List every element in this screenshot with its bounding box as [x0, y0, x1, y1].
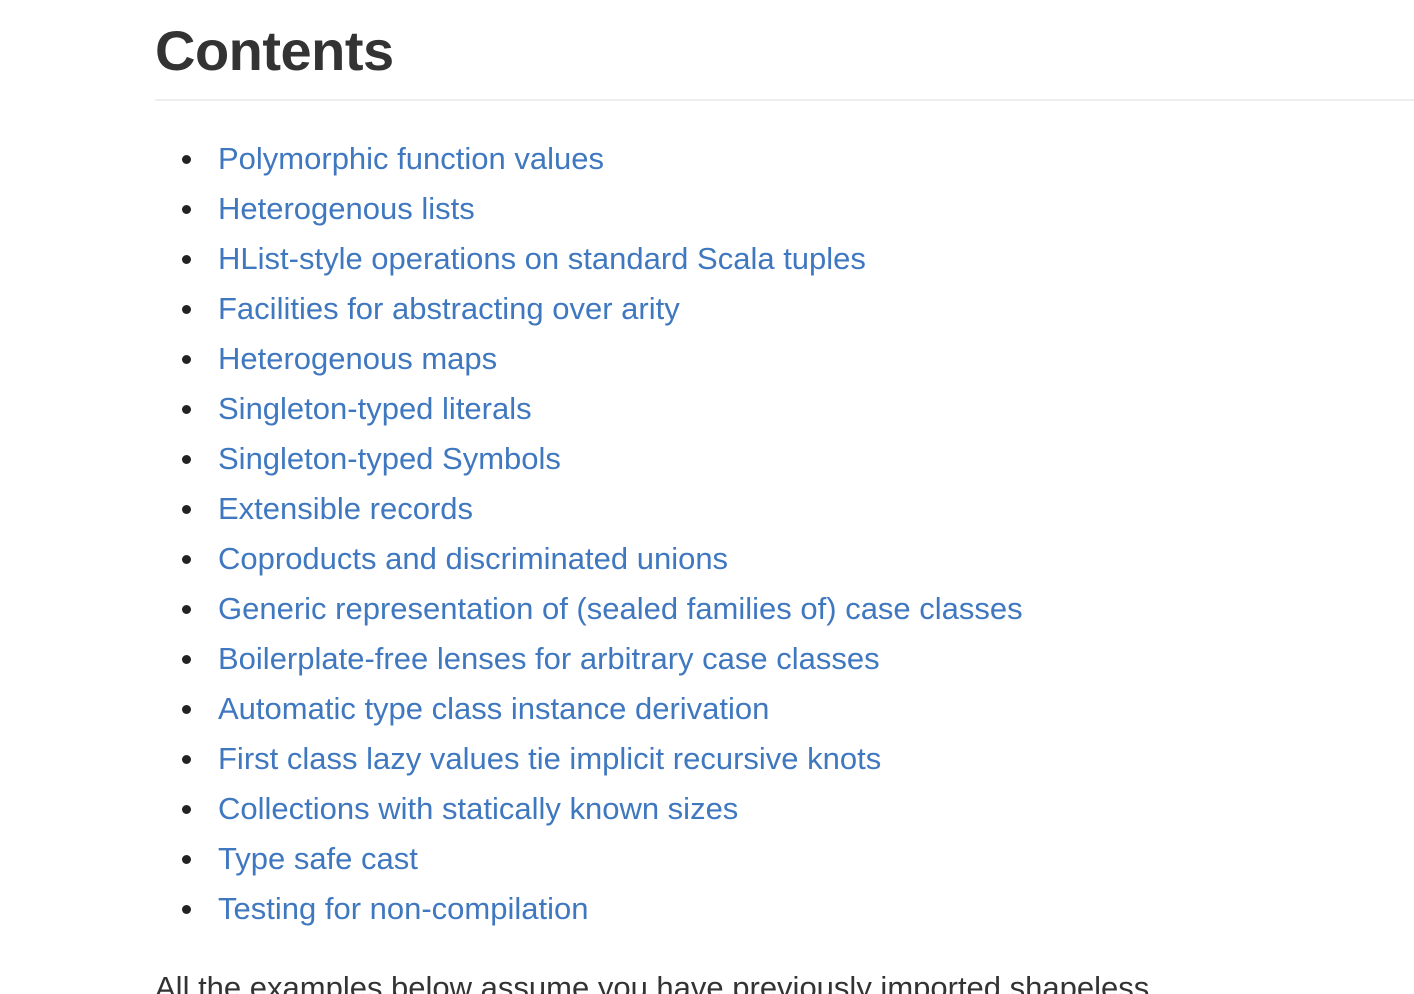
- list-item: Collections with statically known sizes: [155, 784, 1023, 834]
- bullet-icon: [182, 855, 191, 864]
- bullet-icon: [182, 755, 191, 764]
- bullet-icon: [182, 155, 191, 164]
- list-item: Automatic type class instance derivation: [155, 684, 1023, 734]
- bullet-icon: [182, 505, 191, 514]
- bullet-icon: [182, 805, 191, 814]
- list-item: Type safe cast: [155, 834, 1023, 884]
- toc-link[interactable]: Heterogenous lists: [218, 191, 475, 226]
- toc-link[interactable]: Singleton-typed Symbols: [218, 441, 561, 476]
- toc-link[interactable]: Polymorphic function values: [218, 141, 604, 176]
- list-item: First class lazy values tie implicit rec…: [155, 734, 1023, 784]
- bullet-icon: [182, 555, 191, 564]
- contents-list: Polymorphic function values Heterogenous…: [155, 134, 1023, 934]
- bullet-icon: [182, 455, 191, 464]
- contents-heading: Contents: [155, 19, 394, 82]
- list-item: Polymorphic function values: [155, 134, 1023, 184]
- list-item: Boilerplate-free lenses for arbitrary ca…: [155, 634, 1023, 684]
- toc-link[interactable]: Facilities for abstracting over arity: [218, 291, 680, 326]
- bullet-icon: [182, 705, 191, 714]
- toc-link[interactable]: First class lazy values tie implicit rec…: [218, 741, 882, 776]
- toc-link[interactable]: Type safe cast: [218, 841, 418, 876]
- list-item: HList-style operations on standard Scala…: [155, 234, 1023, 284]
- list-item: Generic representation of (sealed famili…: [155, 584, 1023, 634]
- toc-link[interactable]: HList-style operations on standard Scala…: [218, 241, 866, 276]
- toc-link[interactable]: Extensible records: [218, 491, 474, 526]
- list-item: Testing for non-compilation: [155, 884, 1023, 934]
- toc-link[interactable]: Automatic type class instance derivation: [218, 691, 770, 726]
- heading-divider: [155, 99, 1414, 101]
- toc-link[interactable]: Collections with statically known sizes: [218, 791, 739, 826]
- bullet-icon: [182, 305, 191, 314]
- bullet-icon: [182, 205, 191, 214]
- toc-link[interactable]: Singleton-typed literals: [218, 391, 532, 426]
- bullet-icon: [182, 655, 191, 664]
- list-item: Singleton-typed Symbols: [155, 434, 1023, 484]
- list-item: Coproducts and discriminated unions: [155, 534, 1023, 584]
- list-item: Heterogenous lists: [155, 184, 1023, 234]
- bullet-icon: [182, 355, 191, 364]
- toc-link[interactable]: Heterogenous maps: [218, 341, 498, 376]
- list-item: Extensible records: [155, 484, 1023, 534]
- toc-link[interactable]: Testing for non-compilation: [218, 891, 589, 926]
- list-item: Facilities for abstracting over arity: [155, 284, 1023, 334]
- toc-link[interactable]: Coproducts and discriminated unions: [218, 541, 729, 576]
- intro-paragraph: All the examples below assume you have p…: [155, 970, 1150, 994]
- toc-link[interactable]: Generic representation of (sealed famili…: [218, 591, 1023, 626]
- toc-link[interactable]: Boilerplate-free lenses for arbitrary ca…: [218, 641, 880, 676]
- bullet-icon: [182, 905, 191, 914]
- bullet-icon: [182, 405, 191, 414]
- bullet-icon: [182, 255, 191, 264]
- list-item: Heterogenous maps: [155, 334, 1023, 384]
- list-item: Singleton-typed literals: [155, 384, 1023, 434]
- bullet-icon: [182, 605, 191, 614]
